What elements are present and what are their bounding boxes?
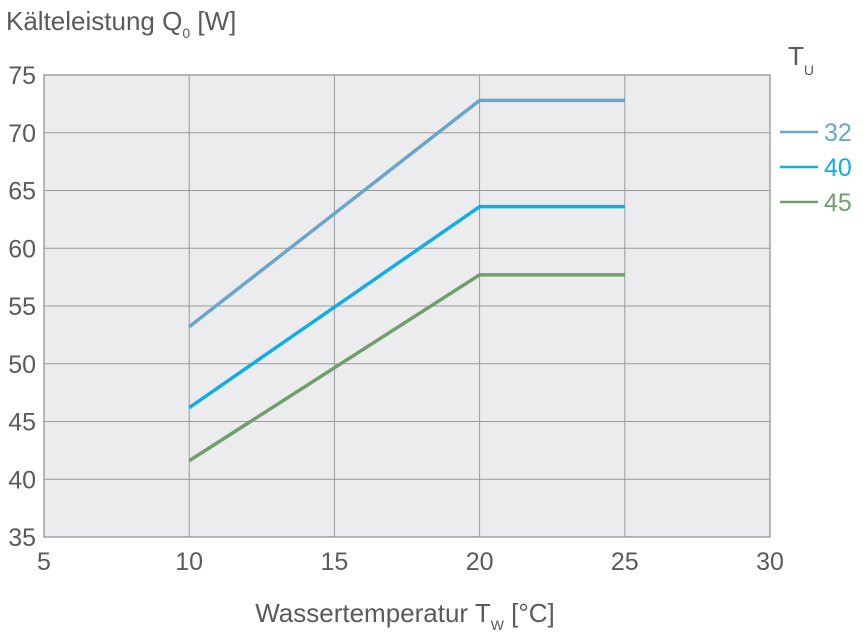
y-tick-label: 35 — [8, 524, 36, 552]
series-line-40 — [188, 204, 625, 410]
x-axis-label-main: Wassertemperatur T — [255, 598, 491, 628]
x-tick-label: 30 — [756, 548, 784, 576]
y-tick-labels: 35 40 45 50 55 60 65 70 75 — [8, 62, 36, 552]
y-axis-label-unit: [W] — [190, 6, 236, 36]
x-tick-label: 5 — [37, 548, 51, 576]
y-tick-label: 55 — [8, 293, 36, 321]
y-tick-label: 70 — [8, 120, 36, 148]
series-line-45 — [188, 273, 625, 463]
legend-label-40: 40 — [824, 154, 852, 182]
y-tick-label: 45 — [8, 409, 36, 437]
legend-label-45: 45 — [824, 189, 852, 217]
legend-title-main: T — [788, 41, 804, 71]
series-line-32 — [188, 98, 625, 329]
y-tick-label: 40 — [8, 466, 36, 494]
series-lines — [188, 98, 625, 463]
legend-title-sub: U — [804, 62, 814, 78]
legend: 32 40 45 — [780, 119, 852, 217]
x-tick-labels: 5 10 15 20 25 30 — [37, 548, 784, 576]
x-tick-label: 25 — [611, 548, 639, 576]
y-tick-label: 60 — [8, 235, 36, 263]
legend-title: TU — [788, 41, 814, 78]
y-axis-label-sub: 0 — [182, 25, 190, 41]
x-axis-label: Wassertemperatur TW [°C] — [255, 598, 555, 633]
legend-label-32: 32 — [824, 119, 852, 147]
y-axis-label-main: Kälteleistung Q — [6, 6, 182, 36]
x-tick-label: 10 — [175, 548, 203, 576]
x-tick-label: 20 — [466, 548, 494, 576]
y-axis-label: Kälteleistung Q0 [W] — [6, 6, 236, 41]
x-axis-label-unit: [°C] — [504, 598, 555, 628]
y-tick-label: 50 — [8, 351, 36, 379]
y-tick-label: 75 — [8, 62, 36, 90]
x-axis-label-sub: W — [491, 617, 505, 633]
y-tick-label: 65 — [8, 178, 36, 206]
x-tick-label: 15 — [320, 548, 348, 576]
